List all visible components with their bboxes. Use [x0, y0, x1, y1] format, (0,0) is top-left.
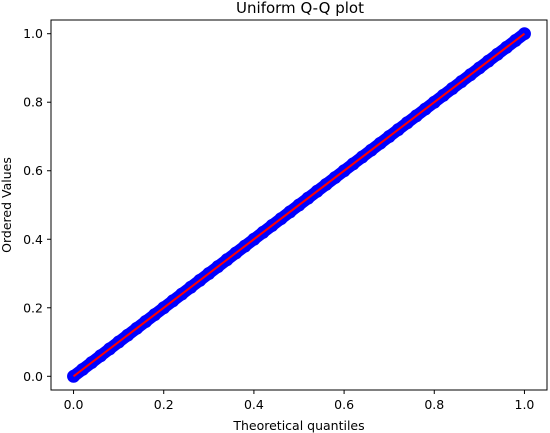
y-tick-label: 0.6 [23, 163, 43, 178]
fit-line [72, 32, 526, 378]
y-tick-label: 0.8 [23, 95, 43, 110]
x-axis-ticks: 0.0 0.2 0.4 0.6 0.8 1.0 [64, 390, 535, 412]
fit-line-layer [72, 32, 526, 378]
plot-area [67, 27, 531, 383]
y-axis-label: Ordered Values [0, 157, 14, 253]
x-tick-label: 0.0 [64, 397, 84, 412]
x-axis-label: Theoretical quantiles [232, 418, 364, 433]
x-tick-label: 0.6 [334, 397, 354, 412]
y-tick-label: 0.0 [23, 369, 43, 384]
axes-frame [50, 19, 548, 391]
x-tick-label: 1.0 [515, 397, 535, 412]
y-tick-label: 1.0 [23, 26, 43, 41]
x-tick-label: 0.8 [424, 397, 444, 412]
y-tick-label: 0.2 [23, 300, 43, 315]
y-tick-label: 0.4 [23, 232, 43, 247]
x-tick-label: 0.2 [154, 397, 174, 412]
chart-title: Uniform Q-Q plot [236, 0, 364, 17]
y-axis-ticks: 0.0 0.2 0.4 0.6 0.8 1.0 [23, 26, 51, 384]
x-tick-label: 0.4 [244, 397, 264, 412]
